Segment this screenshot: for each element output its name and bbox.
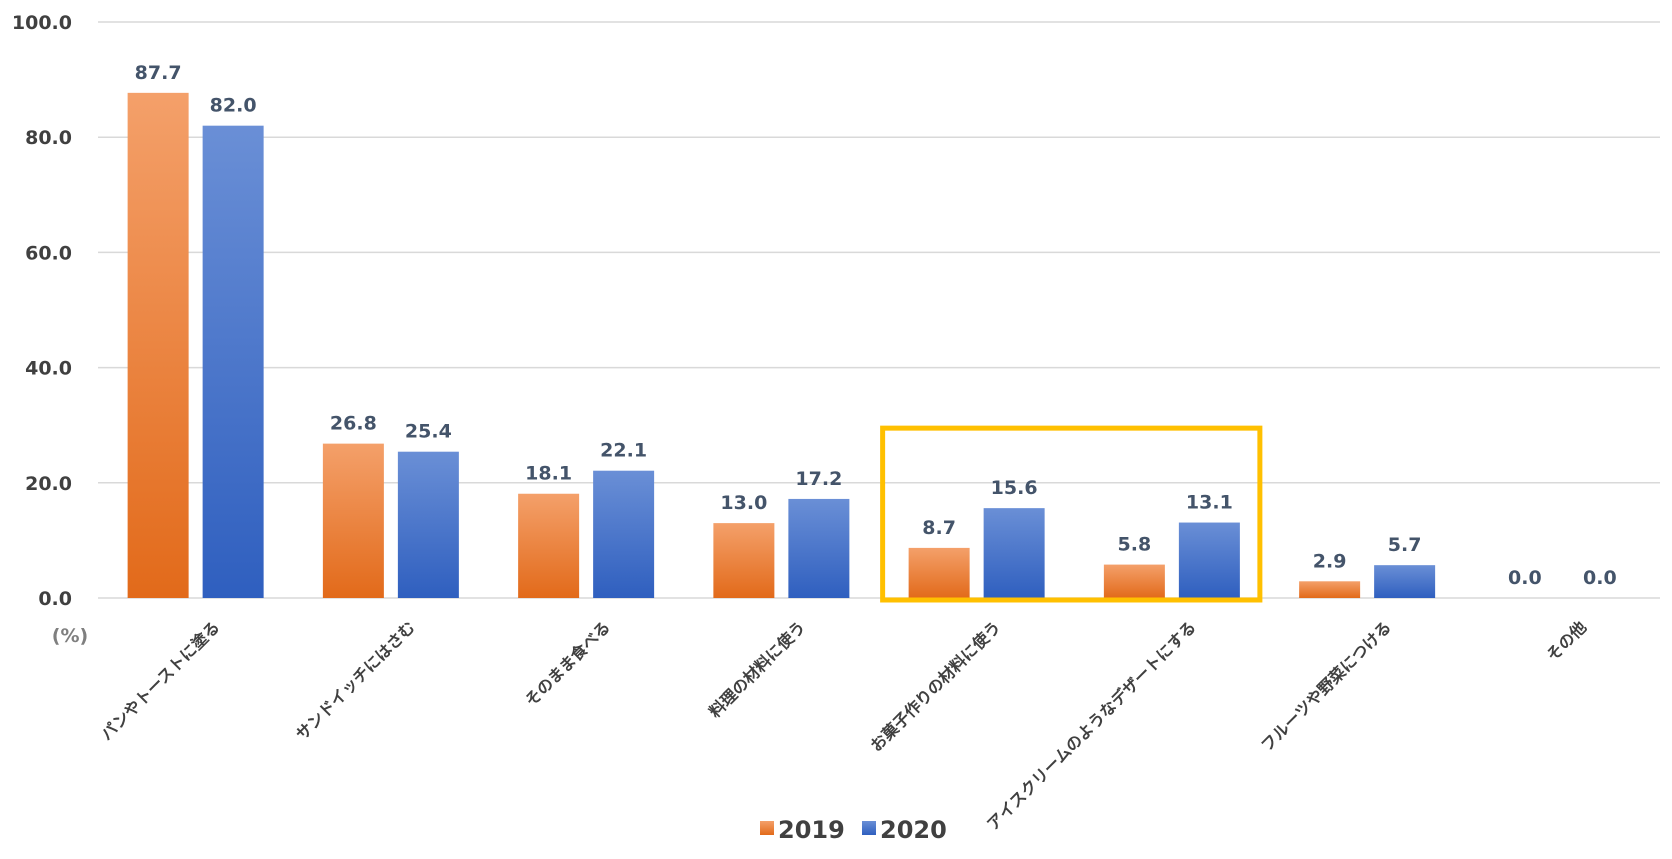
- y-tick-label: 100.0: [12, 12, 72, 34]
- data-label-2020: 25.4: [405, 421, 452, 443]
- data-label-2019: 26.8: [330, 413, 377, 435]
- data-label-2019: 8.7: [922, 517, 956, 539]
- legend-label-2019: 2019: [778, 816, 845, 844]
- bar-2019: [1103, 564, 1165, 598]
- bar-2019: [713, 523, 775, 598]
- bar-2019: [127, 92, 189, 599]
- bar-2019: [322, 443, 384, 598]
- data-label-2019: 87.7: [135, 62, 182, 84]
- x-tick-label: そのまま食べる: [521, 617, 614, 710]
- x-tick-label: その他: [1543, 617, 1590, 664]
- bar-2020: [788, 498, 850, 598]
- bar-2020: [1374, 565, 1436, 598]
- data-label-2019: 2.9: [1313, 550, 1347, 572]
- data-label-2020: 22.1: [600, 440, 647, 462]
- x-tick-label: サンドイッチにはさむ: [292, 617, 419, 744]
- bar-2020: [202, 125, 264, 599]
- y-tick-label: 80.0: [25, 127, 72, 149]
- data-label-2019: 5.8: [1118, 534, 1152, 556]
- bar-2020: [983, 508, 1045, 598]
- y-tick-label: 0.0: [38, 588, 72, 610]
- data-label-2020: 13.1: [1186, 492, 1233, 514]
- legend: 2019 2020: [760, 816, 947, 844]
- y-tick-label: 20.0: [25, 473, 72, 495]
- x-tick-label: アイスクリームのようなデザートにする: [983, 617, 1200, 834]
- data-label-2020: 17.2: [795, 468, 842, 490]
- bar-2020: [1178, 522, 1240, 598]
- y-tick-label: 40.0: [25, 358, 72, 380]
- x-axis-ticks: パンやトーストに塗る サンドイッチにはさむ そのまま食べる 料理の材料に使う お菓子作り…: [97, 617, 1590, 834]
- data-label-2019: 18.1: [525, 463, 572, 485]
- data-label-2020: 82.0: [210, 95, 257, 117]
- legend-swatch-2020: [862, 821, 876, 835]
- highlight-box: [880, 425, 1263, 603]
- x-tick-label: フルーツや野菜につける: [1257, 617, 1395, 755]
- data-label-2020: 5.7: [1388, 534, 1422, 556]
- bar-2020: [593, 470, 655, 598]
- bar-2020: [397, 451, 459, 598]
- bar-2019: [908, 547, 970, 598]
- data-label-2019: 13.0: [720, 492, 767, 514]
- legend-swatch-2019: [760, 821, 774, 835]
- data-labels: 87.7 82.0 26.8 25.4 18.1 22.1 13.0 17.2 8.7 15.6 5…: [135, 62, 1617, 589]
- x-tick-label: お菓子作りの材料に使う: [867, 617, 1005, 755]
- legend-label-2020: 2020: [880, 816, 947, 844]
- data-label-2020: 0.0: [1583, 567, 1617, 589]
- bar-2019: [1299, 581, 1361, 598]
- bars: [127, 92, 1436, 599]
- x-tick-label: パンやトーストに塗る: [97, 617, 224, 744]
- data-label-2020: 15.6: [991, 477, 1038, 499]
- bar-2019: [518, 493, 580, 598]
- data-label-2019: 0.0: [1508, 567, 1542, 589]
- x-tick-label: 料理の材料に使う: [705, 617, 809, 721]
- y-axis-unit-label: (%): [52, 625, 88, 647]
- y-axis-ticks: 0.0 20.0 40.0 60.0 80.0 100.0: [12, 12, 72, 610]
- y-tick-label: 60.0: [25, 242, 72, 264]
